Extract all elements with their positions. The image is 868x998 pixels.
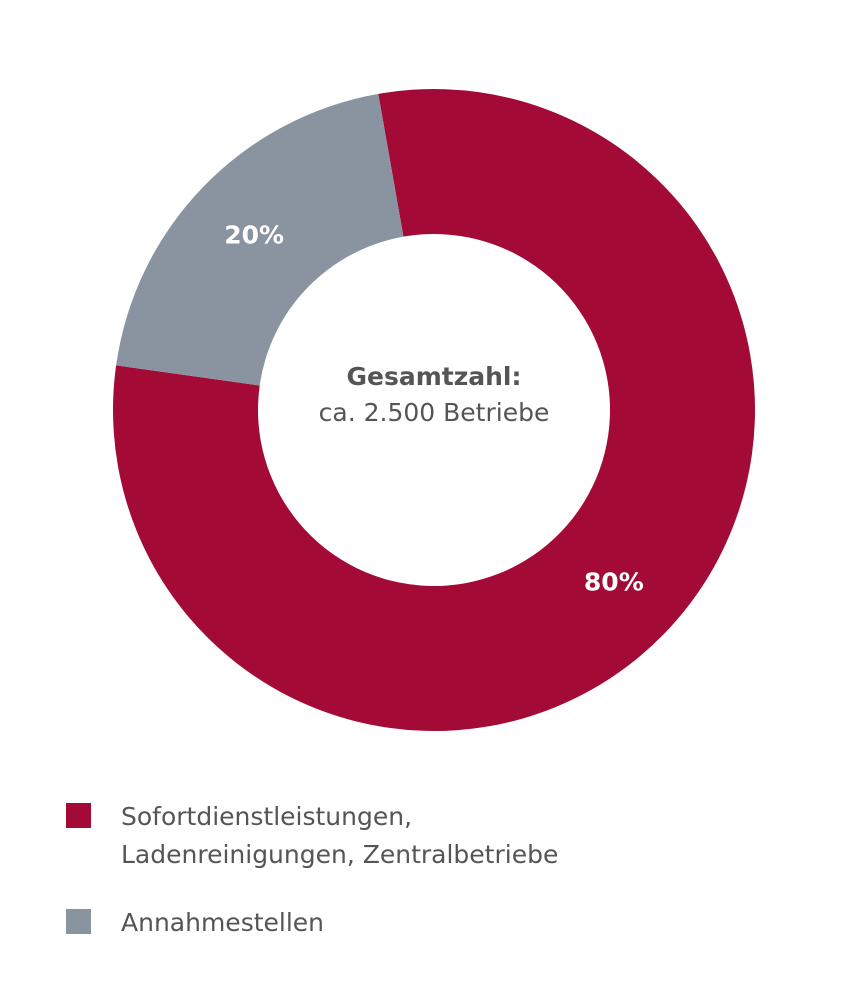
donut-slice [112,88,755,732]
donut-slice [116,93,404,386]
legend-item: Sofortdienstleistungen, Ladenreinigungen… [66,798,766,874]
legend-label: Sofortdienstleistungen, Ladenreinigungen… [121,802,559,869]
legend-swatch [66,909,91,934]
center-subtitle: ca. 2.500 Betriebe [319,398,550,427]
legend-label: Annahmestellen [121,908,325,937]
value-label: 80% [584,568,644,597]
legend-swatch [66,803,91,828]
center-title: Gesamtzahl: [346,362,521,391]
chart: Gesamtzahl: ca. 2.500 Betriebe 80% 20% [112,88,755,732]
legend-item: Annahmestellen [66,904,766,942]
legend: Sofortdienstleistungen, Ladenreinigungen… [66,798,766,972]
value-label: 20% [224,220,284,249]
